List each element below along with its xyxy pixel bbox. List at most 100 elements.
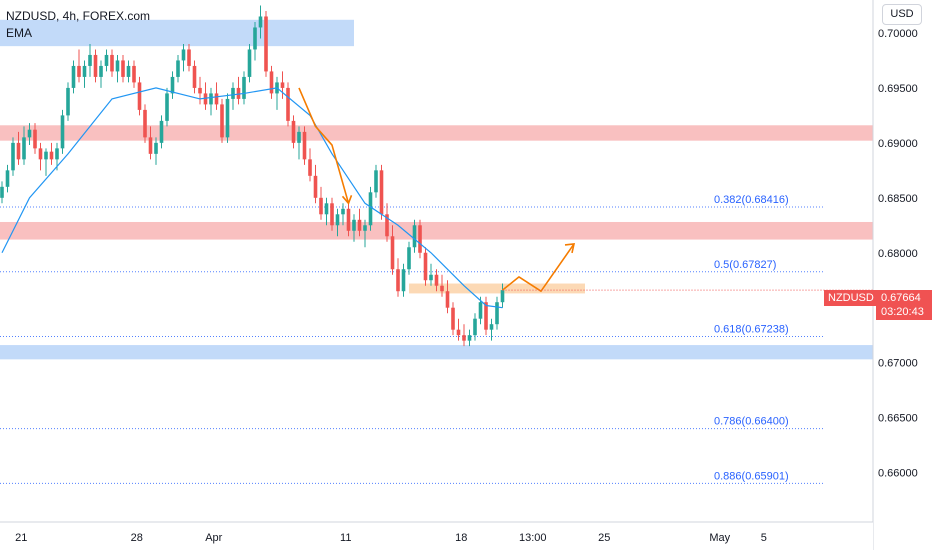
candle-body-85: [467, 335, 472, 341]
price-tick-1: 0.69500: [878, 83, 918, 95]
candle-body-58: [319, 197, 323, 215]
candle-body-48: [264, 16, 268, 72]
candle-body-49: [269, 71, 274, 94]
indicator-label: EMA: [6, 26, 33, 40]
time-tick-8: 5: [761, 532, 767, 544]
candle-body-13: [71, 65, 76, 88]
candle-body-21: [115, 60, 120, 72]
fib-label-4: 0.886(0.65901): [714, 470, 789, 482]
candle-body-66: [363, 225, 367, 231]
candle-body-51: [280, 82, 285, 88]
candle-body-70: [385, 214, 389, 237]
zone-blue-4: [0, 345, 873, 360]
time-tick-1: 28: [131, 532, 143, 544]
candle-body-17: [93, 54, 98, 77]
zone-red-2: [0, 221, 873, 240]
symbol-title: NZDUSD, 4h, FOREX.com: [6, 9, 151, 23]
drop-arrow-head: [341, 195, 353, 205]
candle-body-44: [242, 76, 246, 99]
candle-body-86: [473, 318, 477, 336]
time-tick-2: Apr: [205, 532, 222, 544]
candle-body-29: [159, 120, 164, 143]
projection-arrow-head: [564, 243, 576, 254]
currency-button[interactable]: USD: [882, 4, 922, 25]
projection-arrow: [502, 243, 575, 293]
candle-body-1: [5, 170, 10, 187]
drop-arrow: [298, 87, 350, 204]
candle-body-23: [126, 65, 131, 77]
candle-body-12: [66, 87, 70, 116]
candle-body-40: [220, 104, 224, 138]
candle-body-30: [165, 93, 169, 121]
candle-body-20: [110, 54, 114, 72]
candle-body-74: [407, 247, 411, 270]
candle-body-87: [478, 302, 483, 319]
fib-label-1: 0.5(0.67827): [714, 259, 776, 271]
candle-body-81: [445, 291, 450, 308]
price-tick-8: 0.66000: [878, 468, 918, 480]
candle-body-6: [33, 129, 37, 149]
chart-legend: NZDUSD, 4h, FOREX.com EMA: [6, 8, 150, 42]
candle-body-22: [121, 60, 125, 77]
candle-body-68: [374, 170, 378, 193]
time-tick-4: 18: [455, 532, 467, 544]
candle-body-37: [203, 93, 208, 105]
candle-body-47: [258, 16, 263, 28]
candle-body-62: [341, 208, 345, 215]
candle-body-73: [401, 269, 406, 292]
candle-body-19: [104, 54, 109, 66]
zone-red-1: [0, 125, 873, 141]
candle-body-80: [440, 285, 444, 292]
candle-body-45: [247, 49, 252, 77]
candle-body-65: [357, 219, 362, 231]
candle-body-39: [214, 93, 219, 105]
candle-body-15: [82, 65, 87, 77]
last-price-badge: 0.67664 03:20:43: [876, 290, 932, 320]
price-tick-4: 0.68000: [878, 248, 918, 260]
candle-body-9: [49, 151, 54, 160]
candle-body-53: [291, 120, 296, 143]
candle-body-5: [27, 129, 32, 138]
candle-body-43: [236, 87, 241, 99]
candle-body-90: [495, 302, 499, 325]
price-tick-3: 0.68500: [878, 193, 918, 205]
price-tick-2: 0.69000: [878, 138, 918, 150]
candle-body-7: [38, 148, 43, 160]
symbol-price-tag: NZDUSD: [824, 290, 878, 306]
candle-body-14: [77, 65, 81, 77]
candle-body-4: [22, 137, 26, 160]
candle-body-76: [418, 225, 422, 253]
candle-body-35: [192, 65, 197, 88]
ema-line: [1, 87, 503, 309]
candle-body-8: [44, 151, 48, 160]
price-tick-0: 0.70000: [878, 28, 918, 40]
time-tick-7: May: [709, 532, 730, 544]
candle-body-25: [137, 82, 142, 110]
fib-label-2: 0.618(0.67238): [714, 323, 789, 335]
candle-body-56: [308, 159, 312, 176]
candle-body-91: [500, 290, 505, 303]
candle-body-10: [55, 148, 59, 160]
candle-body-63: [346, 208, 351, 231]
candle-body-18: [99, 65, 103, 77]
time-tick-0: 21: [15, 532, 27, 544]
time-tick-5: 13:00: [519, 532, 547, 544]
candle-body-3: [16, 142, 21, 160]
candle-body-32: [176, 60, 180, 77]
candle-body-75: [412, 225, 417, 248]
candle-body-0: [0, 186, 4, 198]
time-axis-bg: [0, 522, 873, 550]
time-tick-6: 25: [598, 532, 610, 544]
price-axis-bg: [873, 0, 932, 550]
candle-body-60: [330, 203, 334, 226]
candle-body-38: [209, 93, 213, 105]
candle-body-33: [181, 49, 186, 61]
candle-body-79: [434, 274, 439, 286]
candle-body-67: [368, 192, 373, 226]
candle-body-16: [88, 54, 92, 66]
zone-orange-3: [409, 283, 585, 294]
candle-body-77: [423, 252, 428, 281]
price-tick-7: 0.66500: [878, 413, 918, 425]
